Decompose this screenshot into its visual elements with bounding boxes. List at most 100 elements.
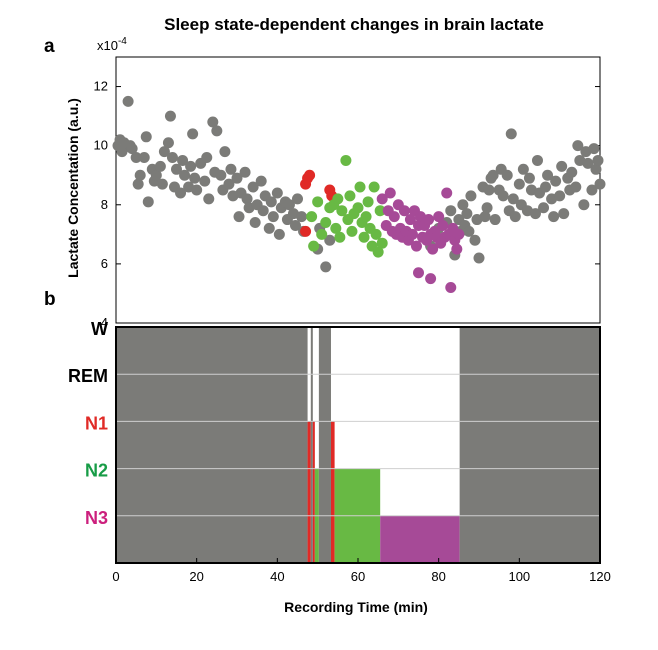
data-point-w: [187, 128, 199, 140]
segment-n1: [330, 421, 335, 563]
data-point-w: [505, 128, 517, 140]
data-point-n2: [374, 205, 386, 217]
data-point-n3: [376, 193, 388, 205]
data-point-w: [507, 193, 519, 205]
data-point-w: [231, 172, 243, 184]
data-point-w: [211, 125, 223, 137]
data-point-w: [199, 175, 211, 187]
data-point-n2: [376, 237, 388, 249]
data-point-w: [130, 151, 142, 163]
data-point-w: [171, 163, 182, 175]
data-point-w: [554, 190, 566, 202]
data-point-w: [239, 166, 251, 178]
segment-w: [310, 327, 313, 563]
y-multiplier: x10-4: [97, 36, 127, 53]
data-point-w: [122, 95, 134, 107]
series-n1: [300, 169, 338, 237]
data-point-w: [538, 202, 550, 214]
data-point-w: [175, 187, 187, 199]
x-tick-label: 40: [270, 569, 284, 584]
data-point-w: [185, 160, 197, 172]
data-point-w: [179, 169, 191, 181]
y-tick-label: 12: [94, 79, 108, 94]
data-point-w: [501, 169, 513, 181]
data-point-w: [324, 234, 336, 246]
data-point-n2: [352, 202, 364, 214]
data-point-n2: [360, 211, 372, 223]
y-tick-label: 10: [94, 138, 108, 153]
data-point-w: [445, 205, 457, 217]
data-point-w: [586, 184, 598, 196]
y-axis-label: Lactate Concentation (a.u.): [65, 98, 81, 278]
data-point-w: [203, 193, 215, 205]
data-point-w: [570, 181, 582, 193]
data-point-n3: [388, 211, 400, 223]
state-label-n2: N2: [85, 461, 108, 481]
data-point-w: [461, 208, 473, 220]
data-point-w: [517, 163, 529, 175]
data-point-w: [582, 157, 594, 169]
data-point-w: [154, 160, 166, 172]
data-point-n3: [427, 243, 439, 255]
x-tick-label: 100: [508, 569, 530, 584]
data-point-n2: [334, 231, 346, 243]
data-point-w: [267, 211, 279, 223]
data-point-n2: [370, 228, 382, 240]
data-point-w: [241, 193, 253, 205]
data-point-w: [150, 169, 162, 181]
data-point-w: [162, 137, 174, 149]
data-point-w: [513, 178, 525, 190]
panel-b-label: b: [44, 289, 56, 310]
data-point-n2: [330, 222, 342, 234]
x-tick-label: 20: [189, 569, 203, 584]
data-point-w: [320, 261, 332, 273]
data-point-w: [292, 193, 303, 205]
data-point-n2: [312, 196, 324, 208]
data-point-w: [265, 196, 277, 208]
series-n3: [376, 187, 465, 294]
data-point-n1: [304, 169, 316, 181]
data-point-w: [457, 199, 469, 211]
data-point-n3: [384, 187, 396, 199]
segment-n1: [312, 421, 315, 563]
data-point-w: [296, 211, 308, 223]
data-point-w: [142, 196, 154, 208]
data-point-w: [263, 222, 275, 234]
data-point-n2: [346, 225, 358, 237]
data-point-w: [158, 146, 170, 158]
data-point-w: [465, 190, 477, 202]
data-point-w: [164, 110, 176, 122]
segment-n1: [307, 421, 311, 563]
data-point-n1: [300, 225, 312, 237]
data-point-w: [271, 187, 283, 199]
data-point-w: [177, 154, 189, 166]
data-point-w: [247, 181, 259, 193]
data-point-w: [572, 140, 584, 152]
state-label-rem: REM: [68, 366, 108, 386]
data-point-w: [550, 175, 562, 187]
data-point-w: [138, 151, 150, 163]
data-point-n3: [425, 273, 437, 285]
data-point-w: [556, 160, 568, 172]
data-point-n2: [354, 181, 366, 193]
data-point-n2: [306, 211, 318, 223]
data-point-w: [479, 211, 491, 223]
y-tick-label: 6: [101, 256, 108, 271]
x-tick-label: 0: [112, 569, 119, 584]
data-point-w: [489, 214, 501, 226]
data-point-w: [233, 211, 245, 223]
data-point-w: [531, 154, 543, 166]
data-point-n3: [441, 187, 453, 199]
data-point-n2: [340, 154, 352, 166]
data-point-w: [257, 205, 269, 217]
data-point-w: [289, 219, 301, 231]
scatter-panel: 4 6 8 10 12: [94, 56, 606, 330]
data-point-n2: [344, 190, 356, 202]
data-point-w: [578, 199, 590, 211]
data-point-w: [201, 151, 213, 163]
data-point-w: [540, 181, 552, 193]
state-label-n1: N1: [85, 413, 108, 433]
data-point-w: [483, 184, 495, 196]
data-point-w: [497, 190, 509, 202]
data-point-n2: [316, 228, 328, 240]
